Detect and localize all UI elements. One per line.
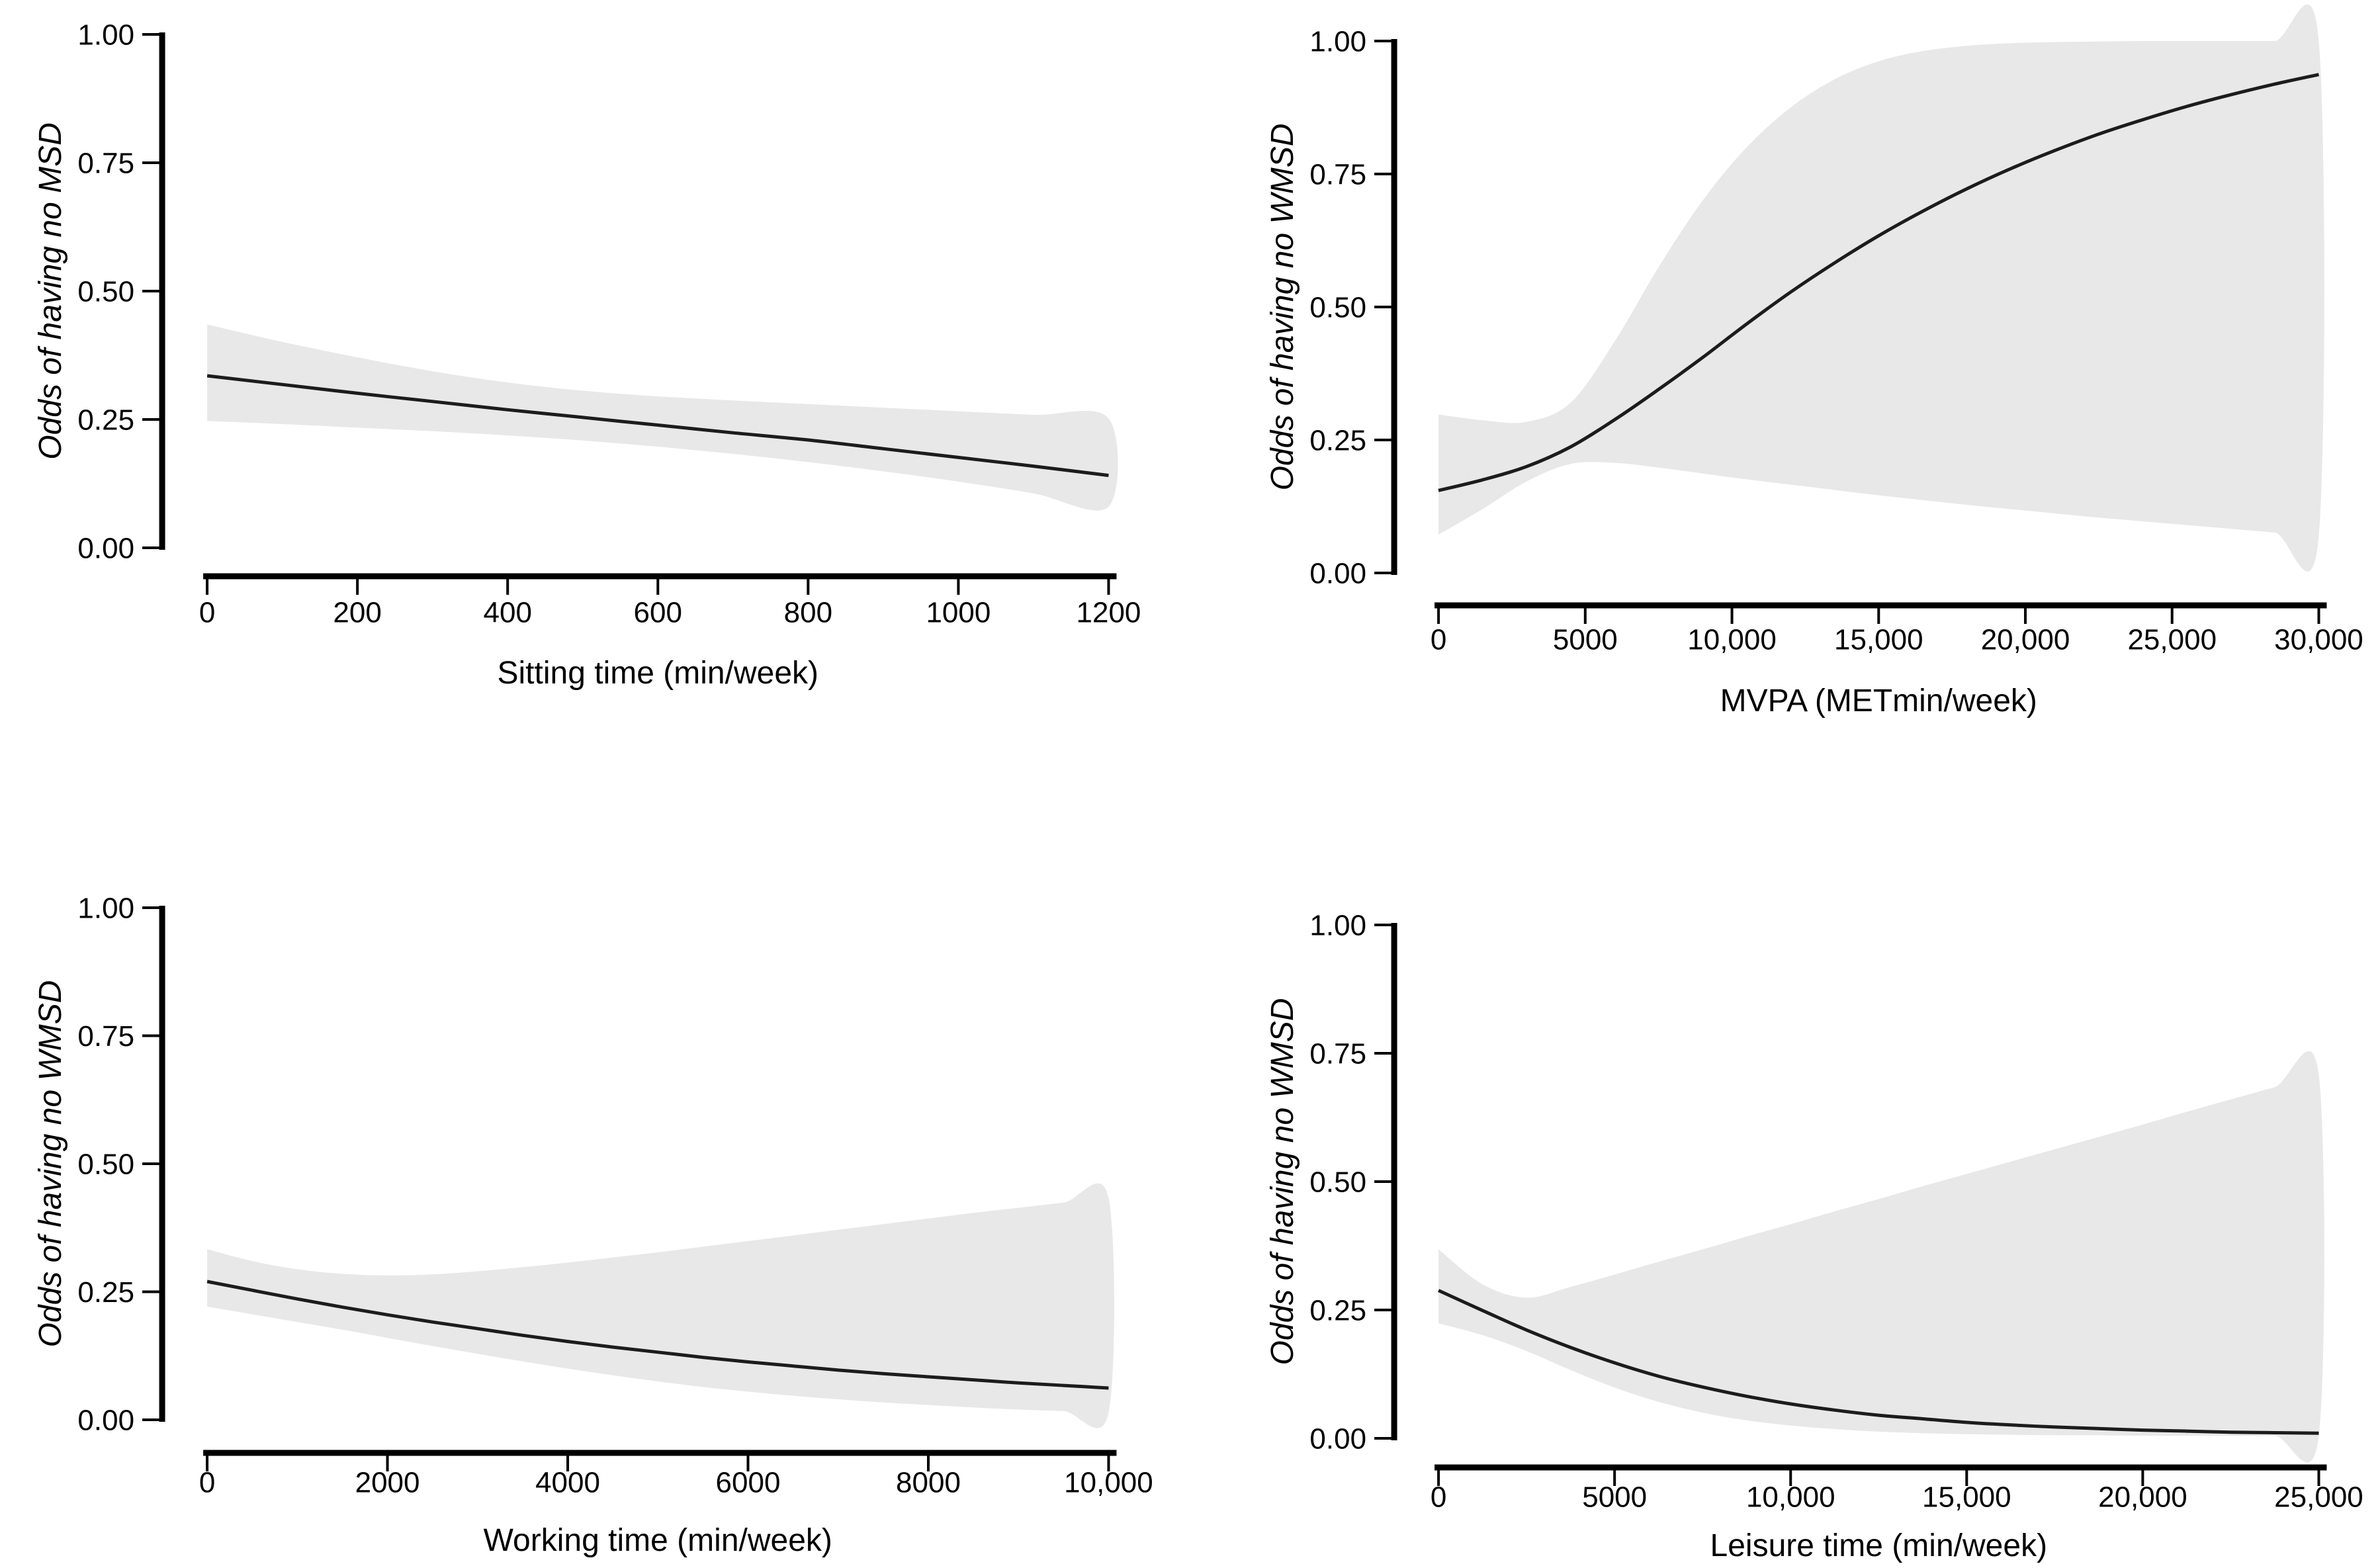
y-axis-title: Odds of having no WMSD (1264, 124, 1300, 491)
x-tick-label: 6000 (716, 1466, 781, 1499)
x-tick-label: 0 (199, 596, 215, 629)
y-tick-label: 0.00 (77, 532, 134, 564)
confidence-band (1438, 1051, 2324, 1463)
y-tick-label: 0.00 (1309, 1422, 1366, 1455)
x-tick-label: 800 (784, 596, 832, 629)
x-tick-label: 30,000 (2274, 623, 2363, 656)
y-tick-label: 1.00 (77, 19, 134, 51)
fit-line (1437, 1289, 2318, 1435)
confidence-band (207, 1183, 1114, 1428)
y-tick-label: 0.00 (1309, 557, 1366, 589)
y-tick-label: 0.75 (77, 147, 134, 179)
confidence-band (1438, 4, 2324, 572)
x-axis-title: Sitting time (min/week) (498, 656, 819, 691)
chart-mvpa: 0.00 0.25 0.50 0.75 1.00 0 5000 10,000 15,000 20,… (1190, 0, 2380, 784)
x-tick-label: 10,000 (1745, 1481, 1835, 1513)
y-tick-label: 0.50 (1309, 1166, 1366, 1198)
chart-sitting-time-svg: 0.00 0.25 0.50 0.75 1.00 0 200 400 600 800 1000 120… (33, 19, 1141, 691)
x-tick-label: 1000 (926, 596, 991, 629)
x-tick-label: 25,000 (2127, 623, 2217, 656)
chart-sitting-time: 0.00 0.25 0.50 0.75 1.00 0 200 400 600 800 1000 120… (0, 0, 1190, 784)
x-tick-label: 10,000 (1687, 623, 1777, 656)
y-tick-label: 1.00 (1309, 909, 1366, 941)
chart-working-time: 0.00 0.25 0.50 0.75 1.00 0 2000 4000 6000 8000 10,… (0, 784, 1190, 1568)
y-tick-label: 1.00 (1309, 25, 1366, 58)
x-tick-label: 20,000 (1980, 623, 2070, 656)
x-tick-label: 0 (199, 1466, 215, 1499)
y-tick-label: 0.50 (1309, 291, 1366, 324)
y-tick-label: 0.50 (77, 1148, 134, 1180)
chart-leisure-time: 0.00 0.25 0.50 0.75 1.00 0 5000 10,000 15,000 20,… (1190, 784, 2380, 1568)
confidence-band (207, 324, 1118, 511)
x-tick-label: 1200 (1077, 596, 1141, 629)
x-tick-label: 5000 (1582, 1481, 1647, 1513)
x-tick-label: 5000 (1552, 623, 1617, 656)
chart-working-time-svg: 0.00 0.25 0.50 0.75 1.00 0 2000 4000 6000 8000 10,… (33, 892, 1153, 1558)
y-tick-label: 0.25 (1309, 1294, 1366, 1327)
y-tick-label: 1.00 (77, 892, 134, 924)
x-tick-label: 8000 (896, 1466, 961, 1499)
y-tick-label: 0.50 (77, 275, 134, 308)
y-axis-title: Odds of having no MSD (33, 122, 68, 460)
x-tick-label: 2000 (355, 1466, 420, 1499)
chart-mvpa-svg: 0.00 0.25 0.50 0.75 1.00 0 5000 10,000 15,000 20,… (1264, 4, 2363, 719)
x-tick-label: 20,000 (2098, 1481, 2187, 1513)
fit-line (206, 1280, 1109, 1390)
y-tick-label: 0.25 (1309, 424, 1366, 457)
x-tick-label: 15,000 (1833, 623, 1923, 656)
x-axis-title: Leisure time (min/week) (1710, 1528, 2047, 1563)
y-tick-label: 0.00 (77, 1404, 134, 1436)
x-tick-label: 0 (1430, 623, 1446, 656)
y-tick-label: 0.75 (77, 1020, 134, 1053)
x-tick-label: 200 (333, 596, 381, 629)
x-axis-title: Working time (min/week) (484, 1523, 832, 1558)
x-tick-label: 25,000 (2274, 1481, 2363, 1513)
x-tick-label: 0 (1430, 1481, 1446, 1513)
fit-line (206, 374, 1109, 478)
y-tick-label: 0.75 (1309, 158, 1366, 191)
y-tick-label: 0.25 (77, 404, 134, 436)
chart-leisure-time-svg: 0.00 0.25 0.50 0.75 1.00 0 5000 10,000 15,000 20,… (1264, 909, 2363, 1563)
x-tick-label: 400 (483, 596, 531, 629)
y-axis-title: Odds of having no WMSD (33, 980, 68, 1348)
fit-line (1438, 73, 2319, 492)
x-tick-label: 15,000 (1922, 1481, 2011, 1513)
y-axis-title: Odds of having no WMSD (1264, 998, 1300, 1366)
x-tick-label: 4000 (535, 1466, 600, 1499)
x-tick-label: 10,000 (1064, 1466, 1153, 1499)
y-tick-label: 0.75 (1309, 1037, 1366, 1070)
x-tick-label: 600 (634, 596, 682, 629)
x-axis-title: MVPA (METmin/week) (1720, 683, 2037, 719)
y-tick-label: 0.25 (77, 1276, 134, 1309)
